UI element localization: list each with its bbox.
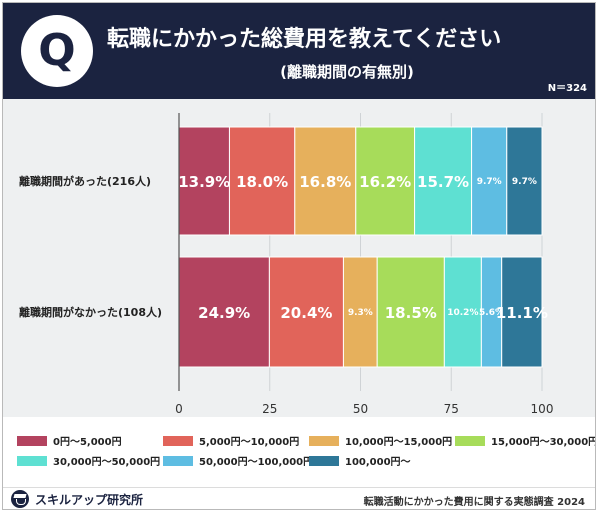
data-label: 11.1% (496, 304, 548, 322)
bar-segment (178, 256, 270, 368)
legend-swatch (17, 435, 47, 446)
data-label: 16.2% (359, 173, 411, 191)
legend-label: 0円～5,000円 (53, 437, 122, 448)
stacked-bar-chart: 13.9% 18.0% 16.8% 16.2% 15.7% 9.7% 9.7% 離職期間があっ… (19, 113, 554, 416)
bar-segment (414, 126, 473, 236)
bar-segment (376, 256, 445, 368)
question-badge-letter: Q (38, 25, 76, 76)
data-label: 24.9% (198, 304, 250, 322)
legend-item: 5,000円～10,000円 (163, 433, 299, 448)
header-banner: Q 転職にかかった総費用を教えてください (離職期間の有無別) N＝324 (3, 3, 595, 99)
legend-label: 30,000円～50,000円 (53, 457, 161, 468)
infographic-frame: Q 転職にかかった総費用を教えてください (離職期間の有無別) N＝324 13… (2, 2, 596, 510)
legend-item: 50,000円～100,000円 (163, 453, 313, 468)
sample-size: N＝324 (547, 83, 587, 94)
legend-label: 5,000円～10,000円 (199, 437, 300, 448)
chart-subtitle: (離職期間の有無別) (280, 63, 414, 81)
legend-item: 30,000円～50,000円 (17, 453, 160, 468)
x-tick-label: 100 (531, 402, 554, 416)
x-tick-label: 25 (262, 402, 277, 416)
chart-title: 転職にかかった総費用を教えてください (107, 27, 502, 52)
legend-swatch (309, 435, 339, 446)
data-label: 9.7% (512, 177, 537, 187)
legend-swatch (17, 455, 47, 466)
bar-segment (501, 256, 543, 368)
x-tick-label: 0 (175, 402, 183, 416)
data-label: 18.5% (385, 304, 437, 322)
legend-label: 15,000円～30,000円 (491, 437, 596, 448)
legend-swatch (163, 435, 193, 446)
legend-label: 10,000円～15,000円 (345, 437, 453, 448)
bar-segment (355, 126, 416, 236)
x-tick-label: 75 (444, 402, 459, 416)
data-label: 18.0% (236, 173, 288, 191)
brand-name: スキルアップ研究所 (35, 492, 144, 507)
legend-label: 100,000円～ (345, 457, 411, 468)
legend-swatch (455, 435, 485, 446)
footer: スキルアップ研究所 転職活動にかかった費用に関する実態調査 2024 (3, 487, 595, 509)
bar-segment (506, 126, 543, 236)
data-label: 5.6% (479, 308, 504, 318)
bar-segment (443, 256, 482, 368)
data-label: 10.2% (447, 308, 478, 318)
legend-item: 100,000円～ (309, 453, 411, 468)
legend-label: 50,000円～100,000円 (199, 457, 314, 468)
graduation-cap-icon (11, 490, 29, 508)
question-badge: Q (21, 15, 93, 87)
data-label: 13.9% (178, 173, 230, 191)
data-label: 20.4% (280, 304, 332, 322)
legend-item: 15,000円～30,000円 (455, 433, 596, 448)
category-label: 離職期間があった(216人) (19, 174, 151, 188)
legend-swatch (309, 455, 339, 466)
data-label: 9.7% (477, 177, 502, 187)
data-label: 16.8% (299, 173, 351, 191)
bar-segment (471, 126, 508, 236)
bar-segment (294, 126, 357, 236)
survey-source: 転職活動にかかった費用に関する実態調査 2024 (363, 497, 585, 508)
legend-item: 0円～5,000円 (17, 433, 122, 448)
legend-swatch (163, 455, 193, 466)
bar-segment (268, 256, 344, 368)
legend-item: 10,000円～15,000円 (309, 433, 452, 448)
data-label: 15.7% (417, 173, 469, 191)
brand-logo: スキルアップ研究所 (11, 490, 143, 508)
category-label: 離職期間がなかった(108人) (19, 305, 162, 319)
x-tick-label: 50 (353, 402, 368, 416)
bar-segment (342, 256, 378, 368)
data-label: 9.3% (348, 308, 373, 318)
